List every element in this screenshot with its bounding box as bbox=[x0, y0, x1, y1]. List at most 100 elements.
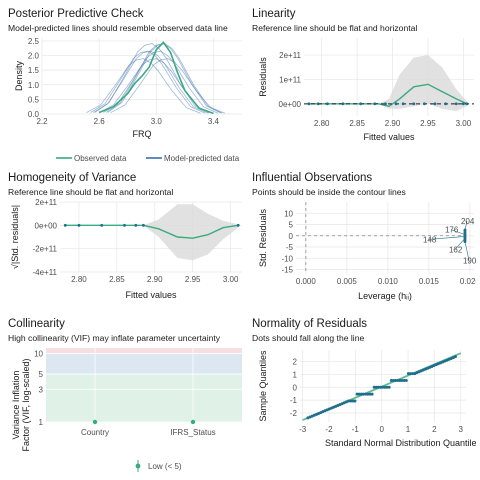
hov-xtick-label: 2.85 bbox=[109, 275, 125, 284]
hov-xtick-label: 2.90 bbox=[147, 275, 163, 284]
normality-qq-point bbox=[353, 399, 357, 403]
linearity-point bbox=[325, 102, 329, 106]
normality-ytick-label: 1 bbox=[293, 370, 298, 379]
homogeneity-point bbox=[63, 223, 67, 227]
influence-point-label: 162 bbox=[449, 245, 463, 254]
influence-title: Influential Observations bbox=[252, 172, 373, 184]
homogeneity-point bbox=[236, 223, 240, 227]
collinearity-subtitle: High collinearity (VIF) may inflate para… bbox=[8, 333, 221, 343]
homogeneity-point bbox=[142, 223, 145, 227]
influence-label-leader bbox=[464, 241, 470, 261]
influence-ytick-label: -5 bbox=[286, 243, 294, 252]
normality-qq-point bbox=[404, 378, 408, 382]
predicted-density-line bbox=[86, 58, 201, 114]
influence-ytick-label: -15 bbox=[281, 266, 293, 275]
normality-qq-point bbox=[355, 392, 359, 396]
normality-xtick-label: 0 bbox=[379, 425, 384, 434]
influence-xtick-label: 0.005 bbox=[337, 277, 358, 286]
lin-xtick-label: 3.00 bbox=[456, 119, 472, 128]
hov-ytick-label: 0e+00 bbox=[35, 221, 58, 230]
influence-xtick-label: 0.010 bbox=[378, 277, 399, 286]
collinearity-ytick-label: 5 bbox=[39, 370, 44, 379]
influence-xlabel: Leverage (hᵢᵢ) bbox=[358, 291, 412, 301]
normality-qq-point bbox=[389, 378, 393, 382]
normality-xtick-label: 2 bbox=[432, 425, 437, 434]
lin-xtick-label: 2.80 bbox=[314, 119, 330, 128]
hov-ytick-label: -2e+11 bbox=[32, 245, 57, 254]
hov-xtick-label: 2.95 bbox=[185, 275, 201, 284]
collinearity-chart: 1 3 5 10 Country IFRS_Status Variance Inflatio… bbox=[11, 348, 242, 472]
legend-low-key-point bbox=[135, 463, 141, 469]
normality-qq-point bbox=[368, 392, 372, 396]
normality-qq-point bbox=[453, 355, 457, 359]
linearity-point bbox=[373, 102, 377, 106]
influence-point-label: 148 bbox=[423, 235, 437, 244]
collinearity-vif-point bbox=[190, 419, 196, 425]
hov-xtick-label: 3.00 bbox=[223, 275, 239, 284]
influence-chart: 0.000 0.005 0.010 0.015 0.020 -15 -10 -5 0 5 10 204… bbox=[258, 202, 476, 301]
normality-qq-point bbox=[376, 385, 380, 389]
normality-xtick-label: 1 bbox=[406, 425, 411, 434]
lin-xtick-label: 2.90 bbox=[385, 119, 401, 128]
collinearity-zone bbox=[46, 374, 242, 422]
hov-ytick-label: 2e+11 bbox=[35, 198, 57, 207]
linearity-chart: 2.80 2.85 2.90 2.95 3.00 0e+00 1e+11 2e+11 Fitte… bbox=[258, 38, 474, 142]
linearity-point bbox=[461, 102, 465, 106]
ppc-panel: Posterior Predictive Check Model-predict… bbox=[8, 8, 244, 168]
collinearity-ylabel-line1: Variance Inflation bbox=[11, 371, 21, 440]
influence-xtick-label: 0.015 bbox=[419, 277, 440, 286]
ppc-ytick-label: 2.5 bbox=[28, 37, 40, 46]
normality-qq-point bbox=[366, 392, 370, 396]
normality-qq-point bbox=[406, 372, 410, 376]
influence-ytick-label: 0 bbox=[289, 232, 294, 241]
normality-xtick-label: -3 bbox=[299, 425, 307, 434]
homogeneity-point bbox=[123, 223, 126, 227]
normality-qq-point bbox=[409, 372, 413, 376]
predicted-density-line bbox=[103, 50, 218, 114]
linearity-point bbox=[412, 102, 416, 106]
collinearity-vif-point bbox=[92, 419, 98, 425]
influence-point-label: 176 bbox=[445, 226, 459, 235]
normality-qq-point bbox=[349, 399, 353, 403]
normality-qq-point bbox=[391, 378, 395, 382]
linearity-subtitle: Reference line should be flat and horizo… bbox=[252, 23, 418, 33]
ppc-ylabel: Density bbox=[14, 60, 24, 91]
normality-qq-point bbox=[362, 392, 366, 396]
lin-ytick-label: 1e+11 bbox=[279, 75, 301, 84]
hov-smooth-line bbox=[63, 224, 239, 239]
normality-qq-point bbox=[347, 399, 351, 403]
legend-low-label: Low (< 5) bbox=[148, 462, 182, 471]
linearity-point bbox=[465, 102, 469, 106]
normality-qq-point bbox=[400, 378, 404, 382]
homogeneity-point bbox=[134, 223, 138, 227]
collinearity-ytick-label: 3 bbox=[39, 385, 44, 394]
normality-qq-point bbox=[387, 385, 391, 389]
legend-observed-label: Observed data bbox=[74, 154, 127, 163]
linearity-ylabel: Residuals bbox=[258, 57, 268, 97]
lin-xtick-label: 2.95 bbox=[420, 119, 436, 128]
collinearity-xtick-label: IFRS_Status bbox=[170, 428, 215, 437]
homogeneity-ylabel: √|Std. residuals| bbox=[10, 205, 20, 269]
ppc-ytick-label: 0.5 bbox=[28, 95, 40, 104]
normality-qq-point bbox=[381, 385, 385, 389]
normality-title: Normality of Residuals bbox=[252, 318, 368, 330]
influence-subtitle: Points should be inside the contour line… bbox=[252, 187, 406, 197]
homogeneity-panel: Homogeneity of Variance Reference line s… bbox=[8, 172, 244, 312]
linearity-point bbox=[423, 102, 426, 106]
ppc-ytick-label: 0.0 bbox=[28, 110, 40, 119]
influence-ylabel: Std. Residuals bbox=[258, 208, 268, 267]
normality-qq-point bbox=[351, 399, 355, 403]
normality-panel: Normality of Residuals Dots should fall … bbox=[252, 318, 476, 476]
collinearity-ytick-label: 1 bbox=[39, 418, 44, 427]
collinearity-panel: Collinearity High collinearity (VIF) may… bbox=[8, 318, 244, 476]
normality-qq-point bbox=[402, 378, 406, 382]
normality-xtick-label: -1 bbox=[352, 425, 360, 434]
normality-ytick-label: -1 bbox=[290, 396, 298, 405]
linearity-point bbox=[433, 102, 437, 106]
ppc-ytick-label: 2.0 bbox=[28, 52, 40, 61]
ppc-subtitle: Model-predicted lines should resemble ob… bbox=[8, 23, 228, 33]
linearity-point bbox=[341, 102, 345, 106]
predicted-density-line bbox=[90, 50, 206, 114]
influence-label-leader bbox=[450, 229, 466, 235]
normality-qq-point bbox=[357, 392, 361, 396]
